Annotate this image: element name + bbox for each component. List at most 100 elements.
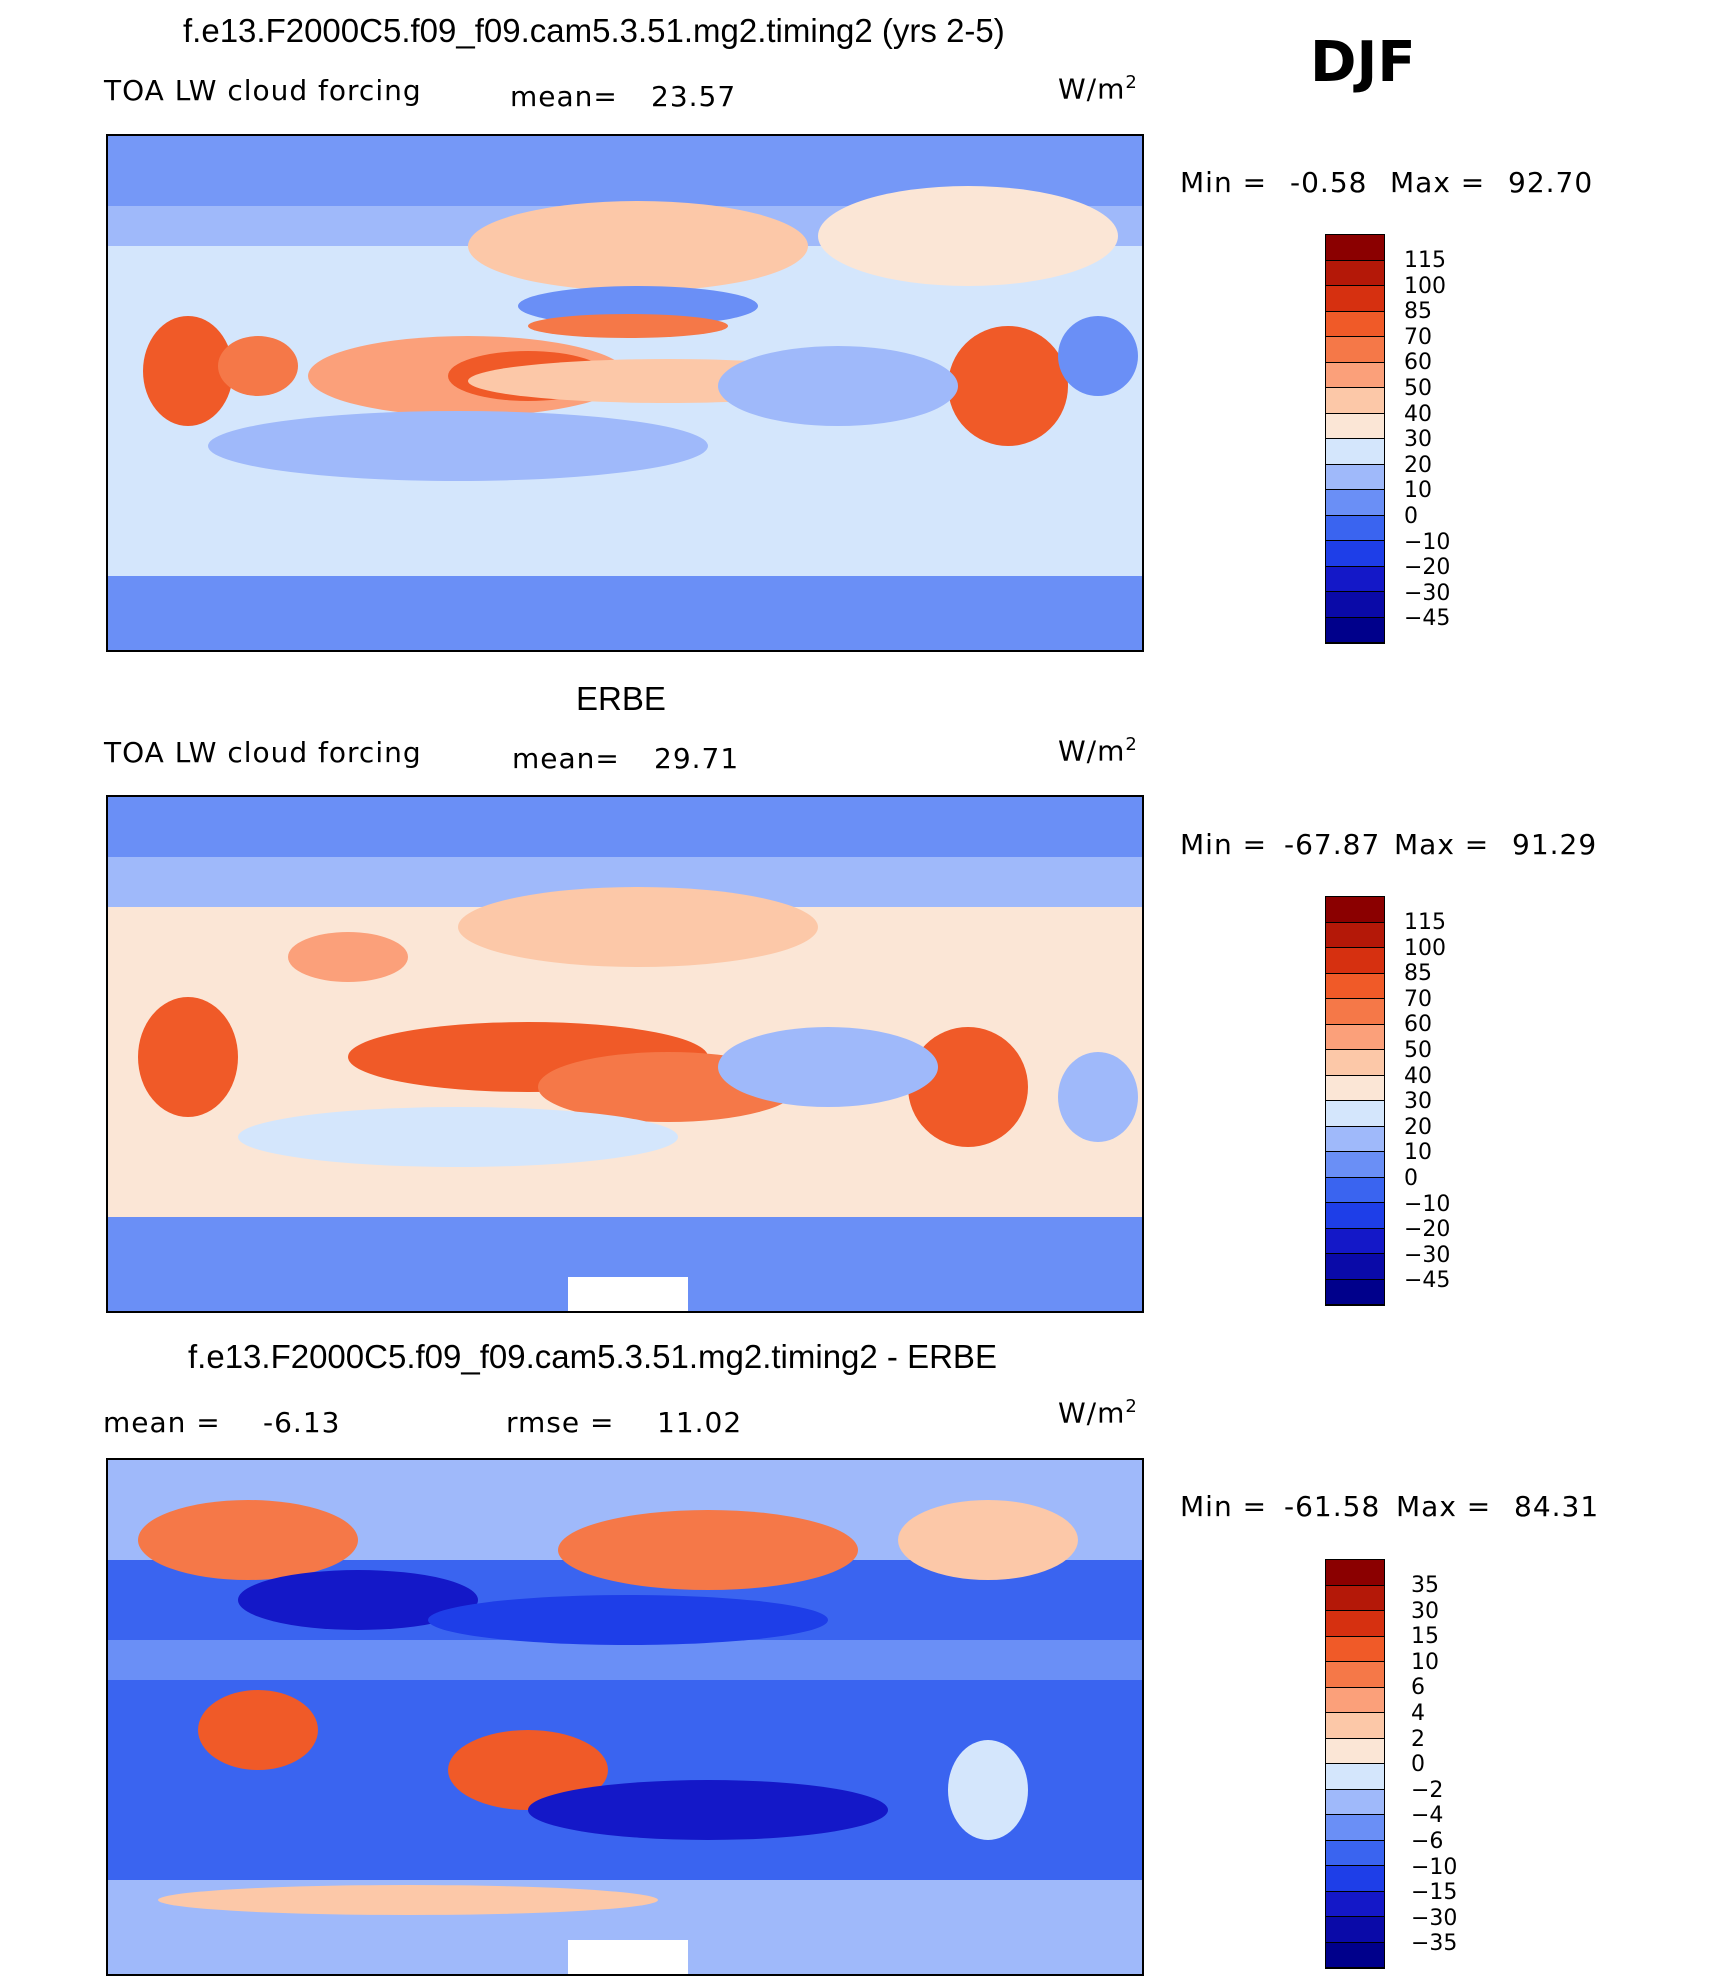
colorbar-segment [1326,515,1384,541]
colorbar-segment [1326,1636,1384,1662]
panel2-max-value: 91.29 [1512,828,1598,861]
colorbar-tick-label: −2 [1411,1777,1444,1803]
colorbar-tick-label: −10 [1404,529,1451,555]
panel1-max-value: 92.70 [1508,166,1594,199]
colorbar-tick-label: 20 [1404,452,1432,478]
colorbar-segment [1326,1126,1384,1152]
panel3-title: f.e13.F2000C5.f09_f09.cam5.3.51.mg2.timi… [188,1338,997,1375]
colorbar-tick-label: 115 [1404,910,1446,935]
colorbar-segment [1326,1075,1384,1101]
colorbar-segment [1326,1152,1384,1178]
panel3-map [106,1458,1144,1976]
colorbar-segment [1326,1687,1384,1713]
colorbar-tick-label: 40 [1404,401,1432,427]
colorbar-segment [1326,388,1384,414]
colorbar-segment [1326,1942,1384,1968]
colorbar-tick-label: 0 [1411,1752,1425,1778]
colorbar-segment [1326,566,1384,592]
colorbar-segment [1326,490,1384,516]
panel1-min-value: -0.58 [1290,166,1368,199]
panel1-mean-value: 23.57 [651,80,737,113]
colorbar-segment [1326,541,1384,567]
colorbar-segment [1326,362,1384,388]
colorbar-tick-label: 10 [1411,1649,1439,1675]
colorbar-tick-label: 10 [1404,478,1432,504]
colorbar-segment [1326,439,1384,465]
colorbar-segment [1326,260,1384,286]
colorbar-tick-label: 50 [1404,1037,1432,1063]
panel3-colorbar [1325,1559,1385,1969]
colorbar-tick-label: 2 [1411,1726,1425,1752]
colorbar-tick-label: −35 [1411,1931,1458,1957]
colorbar-tick-label: −20 [1404,555,1451,581]
panel2-mean-label: mean= [512,742,620,775]
colorbar-segment [1326,1891,1384,1917]
colorbar-segment [1326,922,1384,948]
colorbar-tick-label: 10 [1404,1140,1432,1166]
colorbar-segment [1326,235,1384,261]
panel1-map-svg [108,136,1142,650]
panel3-max-label: Max = [1396,1490,1492,1523]
colorbar-segment [1326,1585,1384,1611]
colorbar-segment [1326,311,1384,337]
colorbar-segment [1326,413,1384,439]
panel3-map-svg [108,1460,1142,1974]
panel3-rmse-value: 11.02 [657,1406,743,1439]
panel3-rmse-label: rmse = [506,1406,615,1439]
colorbar-tick-label: 20 [1404,1114,1432,1140]
colorbar-tick-label: −20 [1404,1217,1451,1243]
panel2-variable-label: TOA LW cloud forcing [104,736,422,769]
colorbar-tick-label: −30 [1404,1242,1451,1268]
colorbar-tick-label: 60 [1404,350,1432,376]
panel3-mean-label: mean = [103,1406,221,1439]
panel2-mean-value: 29.71 [654,742,740,775]
panel1-map [106,134,1144,652]
panel1-title: f.e13.F2000C5.f09_f09.cam5.3.51.mg2.timi… [183,12,1005,49]
colorbar-tick-label: 60 [1404,1012,1432,1038]
colorbar-tick-label: −10 [1411,1854,1458,1880]
colorbar-tick-label: 15 [1411,1624,1439,1650]
panel2-colorbar-ticks: 115 100 85 70 60 50 40 30 20 10 0 −10 −20 −30 −45 [1404,910,1450,1294]
colorbar-segment [1326,1560,1384,1586]
colorbar-segment [1326,1866,1384,1892]
panel2-min-label: Min = [1180,828,1268,861]
panel2-max-label: Max = [1394,828,1490,861]
colorbar-tick-label: 4 [1411,1700,1425,1726]
colorbar-tick-label: 35 [1411,1573,1439,1598]
colorbar-segment [1326,1815,1384,1841]
colorbar-segment [1326,1662,1384,1688]
panel3-min-label: Min = [1180,1490,1268,1523]
panel3-units: W/m2 [1058,1396,1138,1430]
panel1-min-label: Min = [1180,166,1268,199]
colorbar-segment [1326,337,1384,363]
colorbar-tick-label: −6 [1411,1828,1444,1854]
colorbar-tick-label: −15 [1411,1880,1458,1906]
colorbar-tick-label: −45 [1404,606,1451,632]
panel3-colorbar-ticks: 35 30 15 10 6 4 2 0 −2 −4 −6 −10 −15 −30 −35 [1411,1573,1457,1957]
colorbar-segment [1326,1279,1384,1305]
colorbar-segment [1326,1789,1384,1815]
panel1-variable-label: TOA LW cloud forcing [104,74,422,107]
colorbar-segment [1326,1050,1384,1076]
panel3-min-value: -61.58 [1284,1490,1381,1523]
colorbar-tick-label: 85 [1404,299,1432,325]
colorbar-segment [1326,1254,1384,1280]
panel3-max-value: 84.31 [1514,1490,1600,1523]
panel2-units: W/m2 [1058,734,1138,768]
colorbar-tick-label: 0 [1404,503,1418,529]
colorbar-segment [1326,617,1384,643]
panel2-map-svg [108,797,1142,1311]
colorbar-tick-label: −4 [1411,1803,1444,1829]
colorbar-segment [1326,999,1384,1025]
panel1-colorbar [1325,234,1385,644]
colorbar-tick-label: −30 [1404,580,1451,606]
colorbar-tick-label: 100 [1404,273,1446,299]
colorbar-tick-label: 30 [1411,1598,1439,1624]
colorbar-tick-label: 70 [1404,324,1432,350]
colorbar-segment [1326,948,1384,974]
season-label: DJF [1310,30,1416,95]
colorbar-segment [1326,1203,1384,1229]
colorbar-tick-label: 100 [1404,935,1446,961]
colorbar-segment [1326,1917,1384,1943]
colorbar-segment [1326,592,1384,618]
